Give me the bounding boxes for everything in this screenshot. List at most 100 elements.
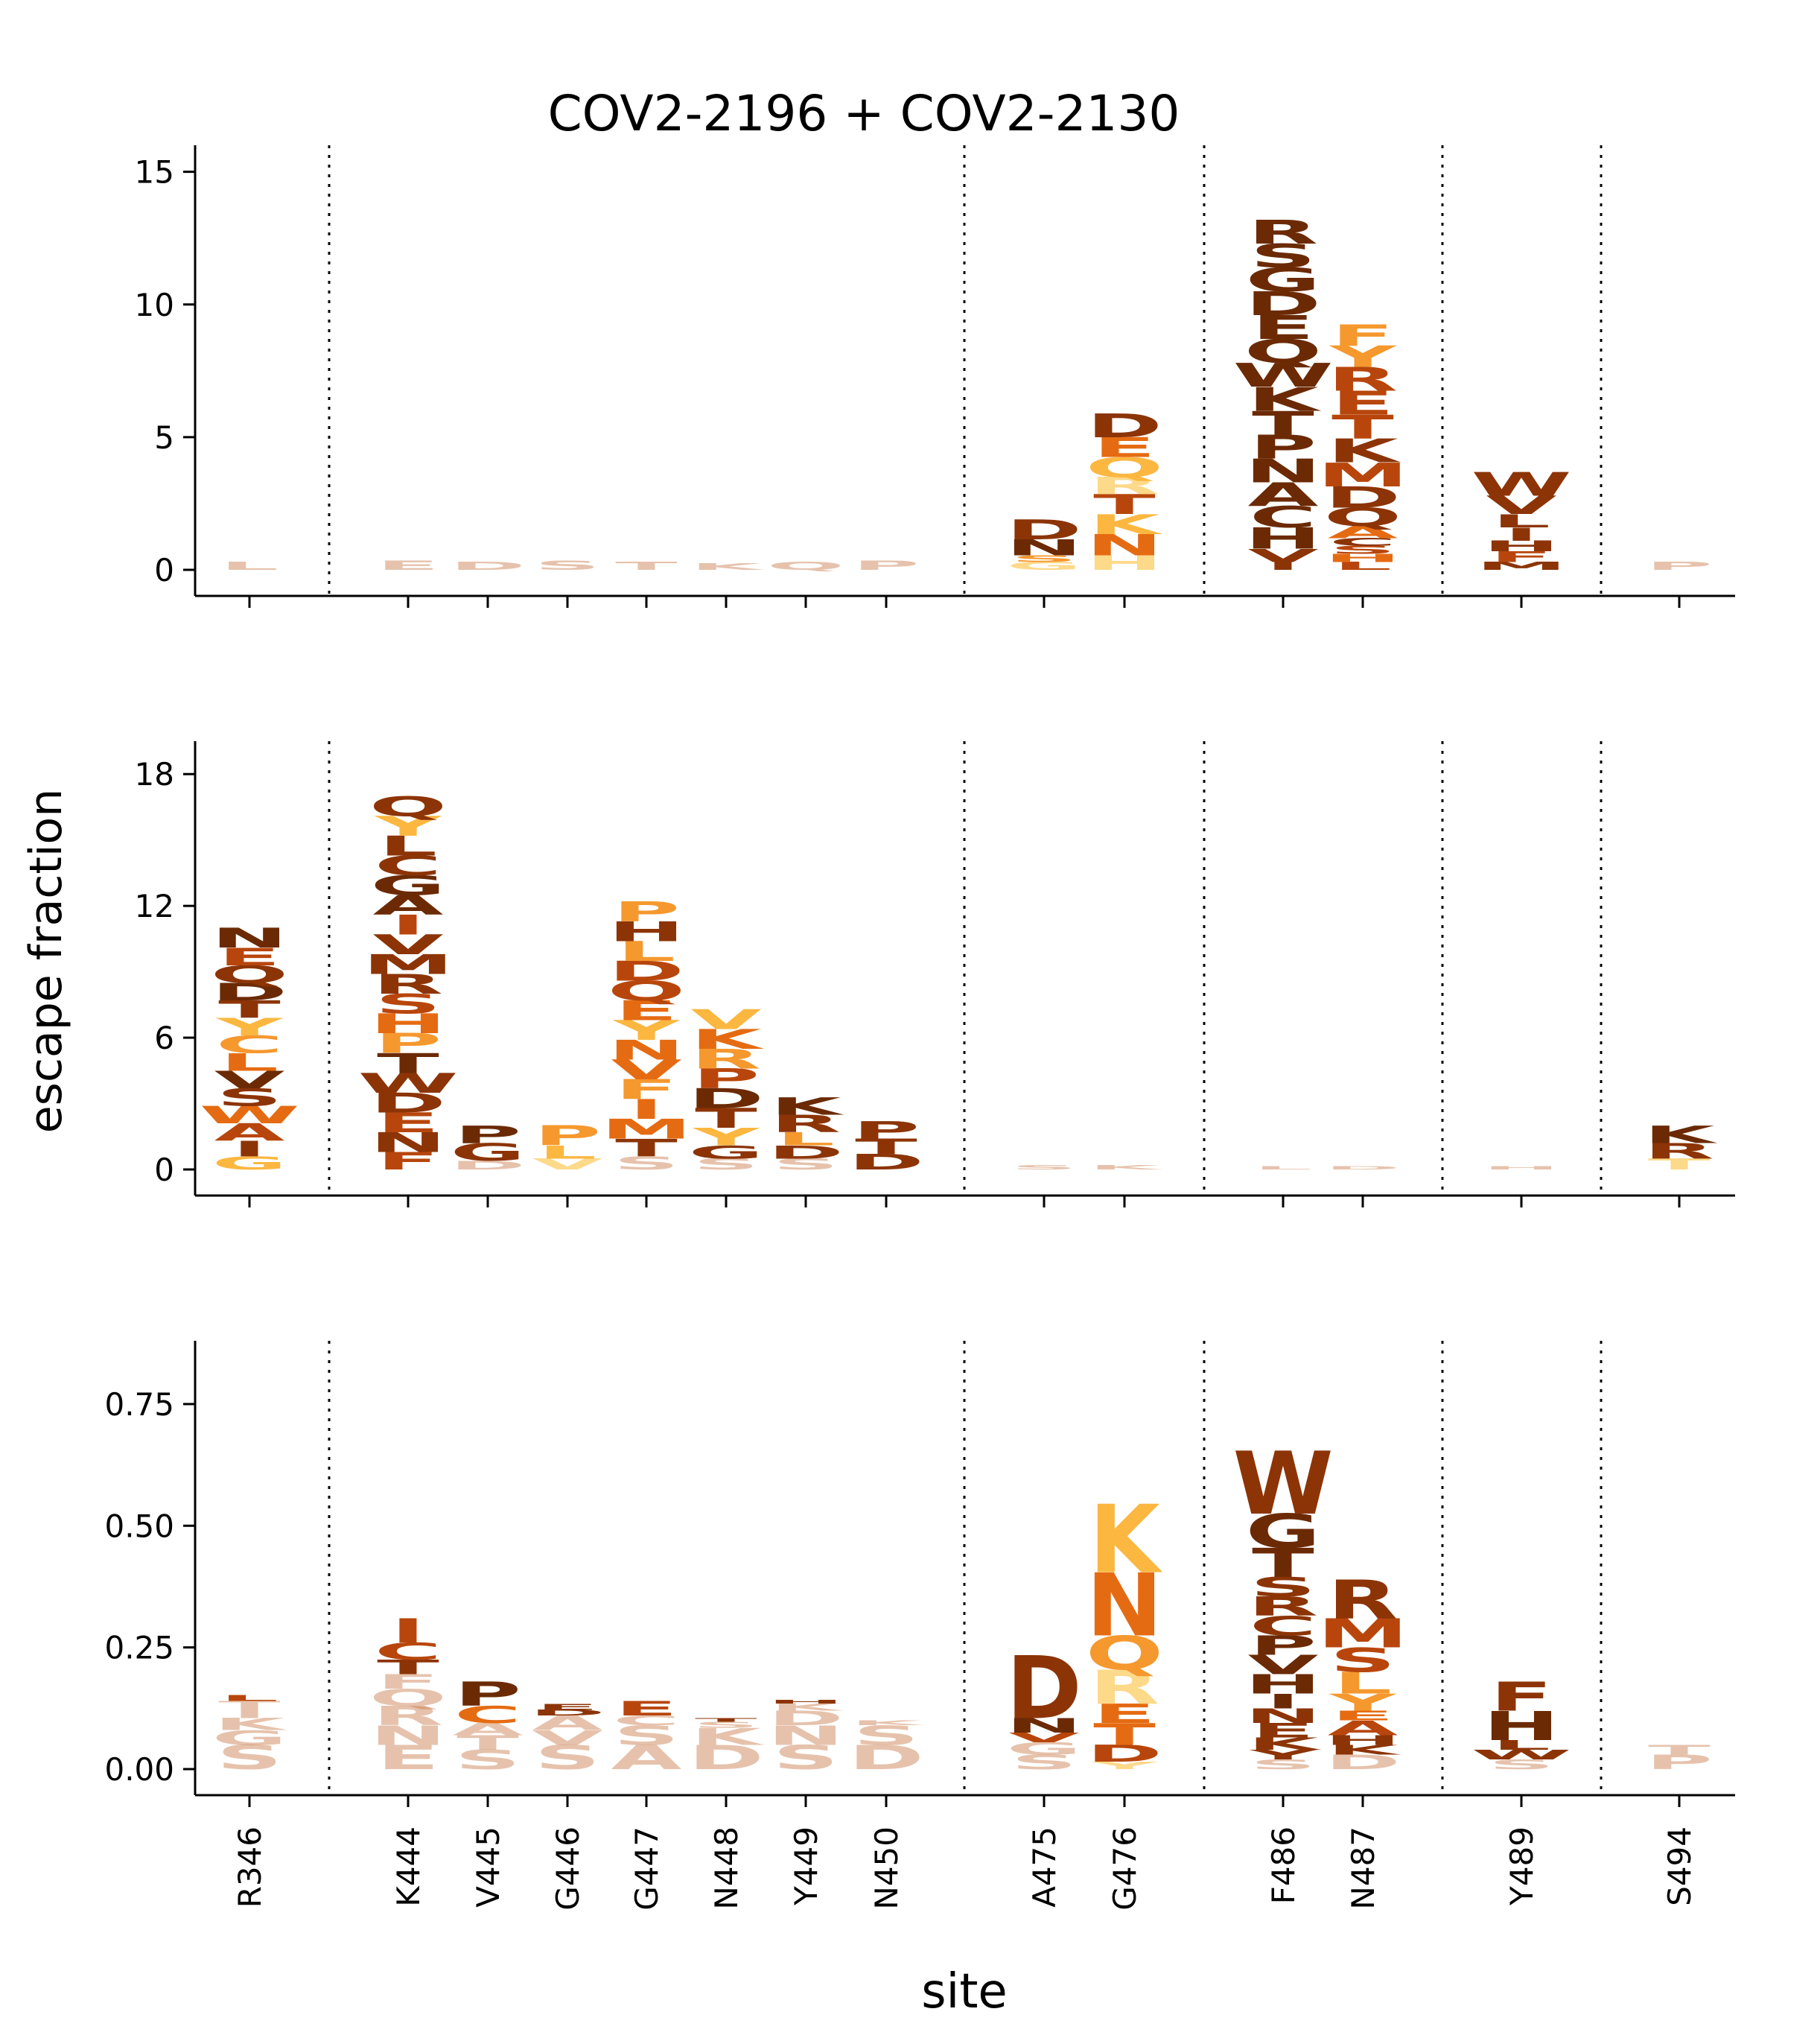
logo-letter-N487-A: A: [1328, 1716, 1399, 1739]
logo-letter-G476-K: K: [1089, 1486, 1162, 1595]
logo-letter-N448-D: D: [688, 1738, 764, 1777]
logo-letter-V445-P: P: [454, 1674, 521, 1713]
logo-letter-N487-D: D: [1325, 481, 1401, 515]
logo-letter-G446-V: V: [532, 1155, 603, 1173]
logo-letter-V445-D: D: [450, 559, 526, 572]
logo-letter-R346-K: K: [214, 1715, 287, 1734]
logo-letter-V445-C: C: [454, 1701, 521, 1728]
logo-letter-N448-P: P: [693, 1064, 760, 1095]
logo-letter-G476-R: R: [1089, 472, 1159, 500]
y-tick-label: 0.25: [104, 1630, 174, 1666]
logo-letter-N487-E: E: [1331, 384, 1394, 422]
logo-letter-N487-M: M: [1317, 1610, 1408, 1657]
panel-3: 0.000.250.500.75SGKITLENRQFTCISTACPSVADE…: [104, 1341, 1735, 1911]
logo-letter-N487-T: T: [1331, 408, 1394, 446]
logo-letter-Y449-R: R: [771, 1110, 841, 1137]
logo-letter-R346-G: G: [212, 1727, 287, 1750]
logo-letter-K444-C: C: [375, 851, 442, 882]
logo-letter-N487-Y: Y: [1329, 340, 1397, 374]
y-tick-label: 18: [135, 756, 174, 793]
logo-letter-Y449-S: S: [773, 1738, 839, 1777]
logo-letter-N448-S: S: [693, 1720, 759, 1730]
y-tick-label: 5: [154, 419, 174, 456]
logo-letter-N450-S: S: [853, 1720, 919, 1751]
site-label-G447: G447: [629, 1826, 665, 1911]
logo-letter-N487-A: A: [1328, 523, 1399, 542]
logo-letter-A475-D: D: [1006, 1638, 1082, 1739]
logo-letter-N450-K: K: [850, 1719, 925, 1727]
logo-letter-Y449-N: N: [768, 1720, 844, 1751]
logo-letter-N450-P: P: [853, 1117, 920, 1144]
logo-letter-R346-L: L: [220, 1049, 279, 1076]
logo-letter-A475-N: N: [1006, 535, 1083, 560]
logo-letter-S494-R: R: [1644, 1139, 1714, 1164]
logo-letter-N448-K: K: [690, 1724, 765, 1750]
logo-letter-N487-F: F: [1331, 319, 1394, 352]
logo-letter-F486-S: S: [1250, 1756, 1316, 1772]
logo-letter-V445-S: S: [455, 1745, 521, 1776]
x-axis-label: site: [921, 1964, 1008, 2019]
logo-letter-N448-K: K: [690, 562, 765, 572]
logo-letter-Y489-W: W: [1471, 1747, 1571, 1762]
logo-letter-G476-T: T: [1093, 1717, 1156, 1752]
logo-letter-Y489-F: F: [1490, 1674, 1553, 1720]
site-label-G446: G446: [550, 1826, 586, 1911]
logo-letter-G476-N: N: [1086, 529, 1163, 562]
logo-letter-G447-F: F: [615, 1074, 678, 1105]
logo-letter-K444-D: D: [370, 1088, 446, 1119]
logo-letter-F486-E: E: [1252, 1719, 1314, 1742]
logo-letter-R346-E: E: [218, 943, 281, 971]
logo-letter-G447-E: E: [615, 995, 678, 1026]
logo-letter-A475-N: N: [1006, 1714, 1083, 1737]
logo-letter-K444-C: C: [375, 1638, 442, 1665]
logo-letter-G447-E: E: [615, 1697, 678, 1720]
logo-letter-K444-Y: Y: [374, 810, 442, 842]
logo-letter-N487-D: D: [1325, 1750, 1401, 1774]
logo-letter-G446-A: A: [532, 1712, 603, 1735]
logo-letter-K444-T: T: [377, 1656, 439, 1679]
logo-letter-F486-H: H: [1245, 1669, 1322, 1701]
logo-letter-G447-M: M: [601, 1114, 692, 1145]
logo-letter-Y449-H: H: [768, 1698, 844, 1704]
logo-letter-R346-I: I: [232, 1137, 267, 1161]
logo-letter-Y449-K: K: [770, 1701, 844, 1713]
logo-letter-F486-K: K: [1247, 380, 1322, 418]
logo-letter-A475-V: V: [1009, 1730, 1080, 1746]
logo-letter-F486-L: L: [1254, 1165, 1312, 1170]
logo-letter-S494-P: P: [1646, 559, 1713, 572]
logo-letter-G447-T: T: [615, 1134, 678, 1162]
logo-letter-G447-L: L: [617, 936, 675, 968]
logo-letter-A475-G: G: [1007, 1739, 1082, 1759]
logo-letter-F486-A: A: [1248, 476, 1319, 514]
y-tick-label: 10: [135, 287, 174, 323]
logo-letter-V445-G: G: [451, 1139, 526, 1166]
site-label-Y489: Y489: [1504, 1826, 1540, 1906]
logo-letter-A475-S: S: [1011, 1750, 1077, 1774]
logo-letter-N487-S: S: [1330, 544, 1396, 556]
logo-letter-S494-T: T: [1648, 1742, 1711, 1758]
logo-letter-Y449-D: D: [768, 1142, 844, 1163]
logo-letter-R346-W: W: [199, 1102, 299, 1129]
logo-letter-G476-E: E: [1093, 432, 1156, 463]
logo-letter-F486-S: S: [1250, 237, 1316, 275]
logo-letter-F486-K: K: [1247, 1734, 1321, 1753]
logo-letter-K444-W: W: [357, 1067, 458, 1099]
logo-letter-N487-D: D: [1325, 1165, 1401, 1170]
logo-letter-G447-Q: Q: [608, 976, 685, 1007]
logo-letter-N487-R: R: [1328, 361, 1398, 399]
logo-letter-R346-T: T: [218, 996, 281, 1023]
logo-letter-G476-H: H: [1086, 551, 1163, 574]
logo-letter-V445-D: D: [450, 1158, 526, 1172]
logo-letter-R346-V: V: [214, 1066, 285, 1093]
logo-letter-R346-S: S: [217, 1084, 282, 1111]
logo-letter-G476-R: R: [1089, 1660, 1159, 1715]
logo-letter-N448-S: S: [693, 1155, 759, 1173]
logo-letter-N487-L: L: [1334, 559, 1392, 572]
y-tick-label: 0: [154, 552, 174, 588]
y-tick-label: 6: [154, 1020, 174, 1056]
panel-2: 061218GIAWSVLCYTDQENFNEDWTPHSRMVIAGCLYQD…: [135, 741, 1735, 1207]
logo-letter-N450-T: T: [855, 1134, 917, 1159]
logo-letter-G476-Q: Q: [1086, 1626, 1163, 1680]
logo-letter-Y489-H: H: [1483, 1703, 1560, 1749]
